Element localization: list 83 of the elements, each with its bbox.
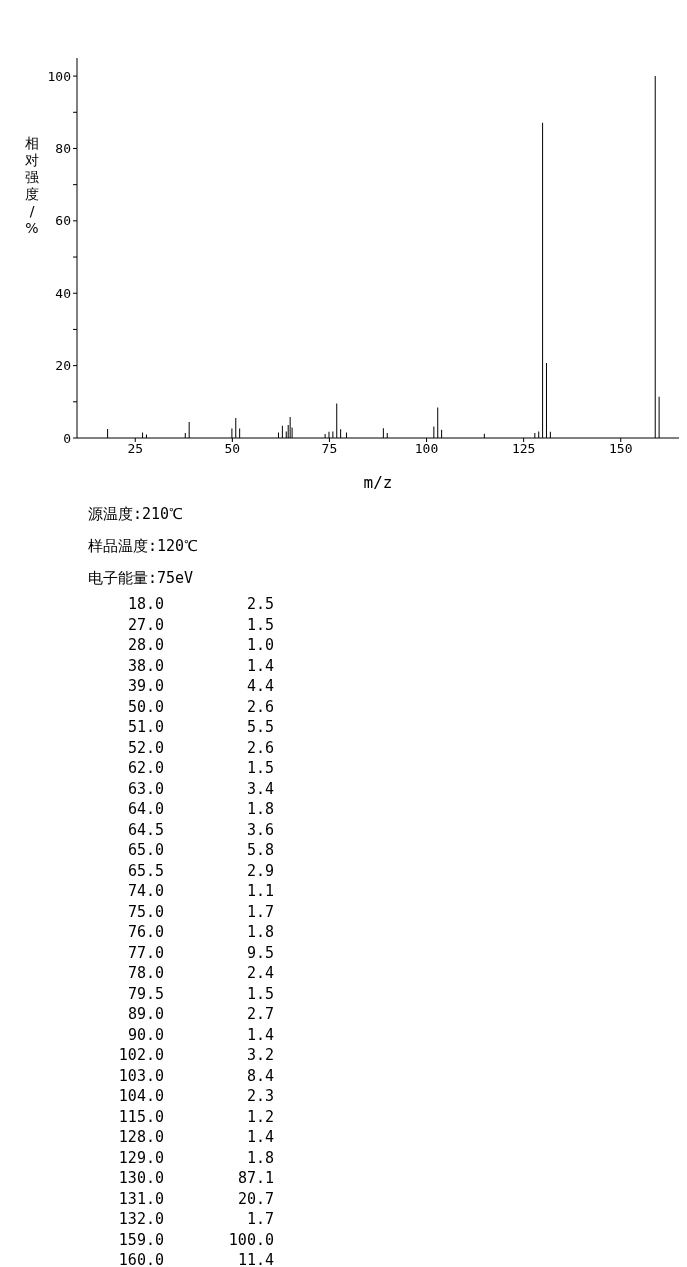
text: 11.4 [236, 1250, 274, 1267]
x-tick-label: 100 [414, 441, 439, 457]
text: 9.5 [245, 942, 274, 963]
y-tick-label: 20 [55, 358, 71, 374]
text: 1.4 [245, 655, 274, 676]
text: 50.0 [126, 696, 164, 717]
y-tick-label: 0 [63, 430, 71, 446]
text: 1.0 [245, 635, 274, 656]
text: 2.5 [245, 594, 274, 615]
text: 1.1 [245, 881, 274, 902]
x-tick-label: 50 [224, 441, 241, 457]
text: 64.5 [126, 819, 164, 840]
text: 27.0 [126, 614, 164, 635]
text: 1.5 [245, 983, 274, 1004]
text: 115.0 [117, 1106, 164, 1127]
x-axis-title: m/z [363, 473, 393, 492]
text: 159.0 [117, 1229, 164, 1250]
text: 76.0 [126, 922, 164, 943]
text: 1.8 [245, 799, 274, 820]
y-tick-label: 40 [55, 285, 71, 301]
text: 100.0 [227, 1229, 274, 1250]
text: 1.5 [245, 614, 274, 635]
text: 4.4 [245, 676, 274, 697]
text: 2.3 [245, 1086, 274, 1107]
text: 63.0 [126, 778, 164, 799]
text: 65.5 [126, 860, 164, 881]
text: 104.0 [117, 1086, 164, 1107]
text: 5.8 [245, 840, 274, 861]
y-axis-title: 相对强度/% [25, 135, 39, 236]
text: 2.9 [245, 860, 274, 881]
text: 129.0 [117, 1147, 164, 1168]
text: 1.8 [245, 922, 274, 943]
text: 103.0 [117, 1065, 164, 1086]
text: 51.0 [126, 717, 164, 738]
text: 1.7 [245, 901, 274, 922]
text: 89.0 [126, 1004, 164, 1025]
text: 77.0 [126, 942, 164, 963]
text: 20.7 [236, 1188, 274, 1209]
text: 1.7 [245, 1209, 274, 1230]
text: 1.2 [245, 1106, 274, 1127]
text: 39.0 [126, 676, 164, 697]
text: 38.0 [126, 655, 164, 676]
text: 65.0 [126, 840, 164, 861]
x-tick-label: 25 [127, 441, 144, 457]
text: 74.0 [126, 881, 164, 902]
text: 样品温度:120℃ [88, 536, 200, 557]
text: 电子能量:75eV [88, 568, 195, 589]
text: 2.6 [245, 737, 274, 758]
text: 2.4 [245, 963, 274, 984]
text: 1.4 [245, 1127, 274, 1148]
text: 62.0 [126, 758, 164, 779]
text: 52.0 [126, 737, 164, 758]
x-tick-label: 75 [321, 441, 338, 457]
text: 78.0 [126, 963, 164, 984]
text: 5.5 [245, 717, 274, 738]
text: 87.1 [236, 1168, 274, 1189]
text: 28.0 [126, 635, 164, 656]
text: 64.0 [126, 799, 164, 820]
text: 128.0 [117, 1127, 164, 1148]
text: 1.5 [245, 758, 274, 779]
x-tick-label: 150 [609, 441, 633, 457]
y-tick-label: 80 [55, 141, 71, 157]
text: 3.6 [245, 819, 274, 840]
text: 160.0 [117, 1250, 164, 1267]
text: 1.4 [245, 1024, 274, 1045]
y-tick-label: 60 [55, 213, 71, 229]
x-tick-label: 125 [511, 441, 536, 457]
text: 132.0 [117, 1209, 164, 1230]
text: 75.0 [126, 901, 164, 922]
text: 3.4 [245, 778, 274, 799]
text: 2.6 [245, 696, 274, 717]
text: 1.8 [245, 1147, 274, 1168]
text: 3.2 [245, 1045, 274, 1066]
text: 130.0 [117, 1168, 164, 1189]
text: 2.7 [245, 1004, 274, 1025]
text: 131.0 [117, 1188, 164, 1209]
text: 8.4 [245, 1065, 274, 1086]
y-tick-label: 100 [47, 68, 71, 84]
text: 102.0 [117, 1045, 164, 1066]
text: 18.0 [126, 594, 164, 615]
text: 90.0 [126, 1024, 164, 1045]
text: 源温度:210℃ [88, 504, 185, 525]
text: 79.5 [126, 983, 164, 1004]
